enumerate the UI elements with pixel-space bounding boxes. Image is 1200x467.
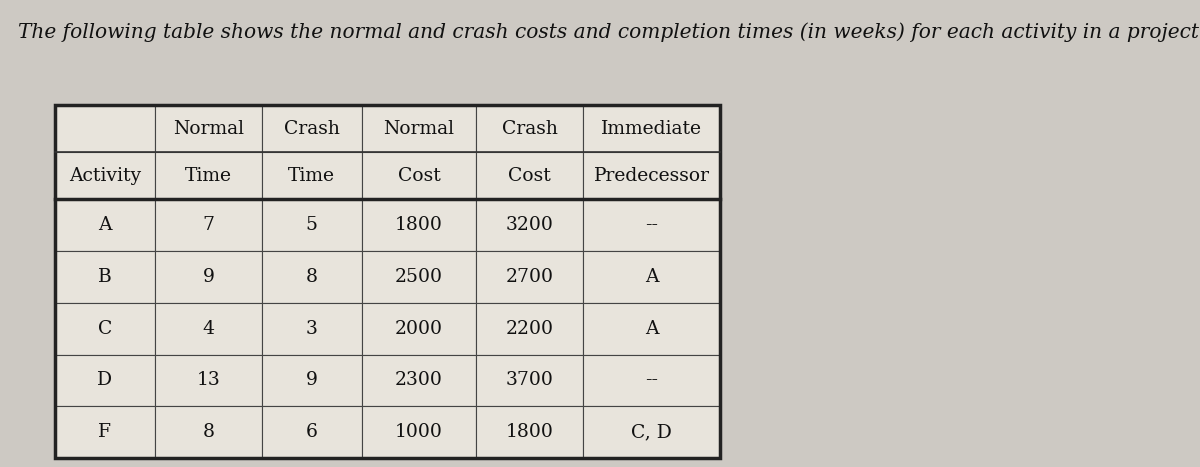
Text: 8: 8 xyxy=(306,268,318,286)
Bar xyxy=(476,251,583,303)
Bar xyxy=(155,354,262,406)
Bar xyxy=(476,303,583,354)
Text: 5: 5 xyxy=(306,216,318,234)
Bar xyxy=(262,105,361,152)
Text: A: A xyxy=(644,268,659,286)
Text: Immediate: Immediate xyxy=(601,120,702,138)
Text: Activity: Activity xyxy=(68,167,140,185)
Text: 6: 6 xyxy=(306,423,318,441)
Text: 2700: 2700 xyxy=(505,268,553,286)
Bar xyxy=(583,105,720,152)
Bar xyxy=(55,354,155,406)
Text: 4: 4 xyxy=(203,320,215,338)
Text: Time: Time xyxy=(288,167,335,185)
Text: A: A xyxy=(644,320,659,338)
Text: Crash: Crash xyxy=(284,120,340,138)
Text: A: A xyxy=(98,216,112,234)
Text: 2300: 2300 xyxy=(395,371,443,389)
Text: Crash: Crash xyxy=(502,120,558,138)
Bar xyxy=(583,354,720,406)
Bar xyxy=(476,354,583,406)
Bar xyxy=(55,251,155,303)
Bar xyxy=(476,406,583,458)
Text: The following table shows the normal and crash costs and completion times (in we: The following table shows the normal and… xyxy=(18,22,1200,42)
Text: 2500: 2500 xyxy=(395,268,443,286)
Text: D: D xyxy=(97,371,113,389)
Text: Normal: Normal xyxy=(384,120,455,138)
Bar xyxy=(155,303,262,354)
Text: 9: 9 xyxy=(203,268,215,286)
Bar xyxy=(262,354,361,406)
Bar xyxy=(583,199,720,251)
Text: 1800: 1800 xyxy=(505,423,553,441)
Bar xyxy=(583,251,720,303)
Bar xyxy=(361,105,476,152)
Text: 7: 7 xyxy=(203,216,215,234)
Bar xyxy=(361,406,476,458)
Text: 8: 8 xyxy=(203,423,215,441)
Text: Normal: Normal xyxy=(173,120,244,138)
Bar xyxy=(155,105,262,152)
Text: C: C xyxy=(97,320,112,338)
Bar xyxy=(55,105,155,152)
Text: --: -- xyxy=(646,216,658,234)
Bar xyxy=(262,199,361,251)
Text: 1800: 1800 xyxy=(395,216,443,234)
Text: 2200: 2200 xyxy=(505,320,553,338)
Bar xyxy=(55,105,720,458)
Bar xyxy=(476,105,583,152)
Bar xyxy=(262,406,361,458)
Bar xyxy=(583,303,720,354)
Bar xyxy=(361,303,476,354)
Text: Predecessor: Predecessor xyxy=(594,167,709,185)
Text: 9: 9 xyxy=(306,371,318,389)
Bar xyxy=(476,152,583,199)
Text: 3700: 3700 xyxy=(505,371,553,389)
Bar xyxy=(55,406,155,458)
Text: Cost: Cost xyxy=(509,167,551,185)
Bar xyxy=(155,406,262,458)
Bar xyxy=(361,152,476,199)
Bar xyxy=(583,406,720,458)
Text: Cost: Cost xyxy=(397,167,440,185)
Text: 3: 3 xyxy=(306,320,318,338)
Text: C, D: C, D xyxy=(631,423,672,441)
Text: 13: 13 xyxy=(197,371,220,389)
Bar xyxy=(55,152,155,199)
Bar xyxy=(55,303,155,354)
Bar xyxy=(361,251,476,303)
Text: 3200: 3200 xyxy=(505,216,553,234)
Text: 1000: 1000 xyxy=(395,423,443,441)
Text: F: F xyxy=(98,423,112,441)
Bar xyxy=(583,152,720,199)
Bar xyxy=(55,199,155,251)
Bar xyxy=(262,251,361,303)
Bar xyxy=(155,152,262,199)
Bar xyxy=(155,199,262,251)
Bar xyxy=(262,303,361,354)
Bar xyxy=(361,354,476,406)
Text: Time: Time xyxy=(185,167,232,185)
Bar xyxy=(262,152,361,199)
Bar xyxy=(361,199,476,251)
Text: B: B xyxy=(98,268,112,286)
Text: 2000: 2000 xyxy=(395,320,443,338)
Bar xyxy=(155,251,262,303)
Text: --: -- xyxy=(646,371,658,389)
Bar xyxy=(476,199,583,251)
